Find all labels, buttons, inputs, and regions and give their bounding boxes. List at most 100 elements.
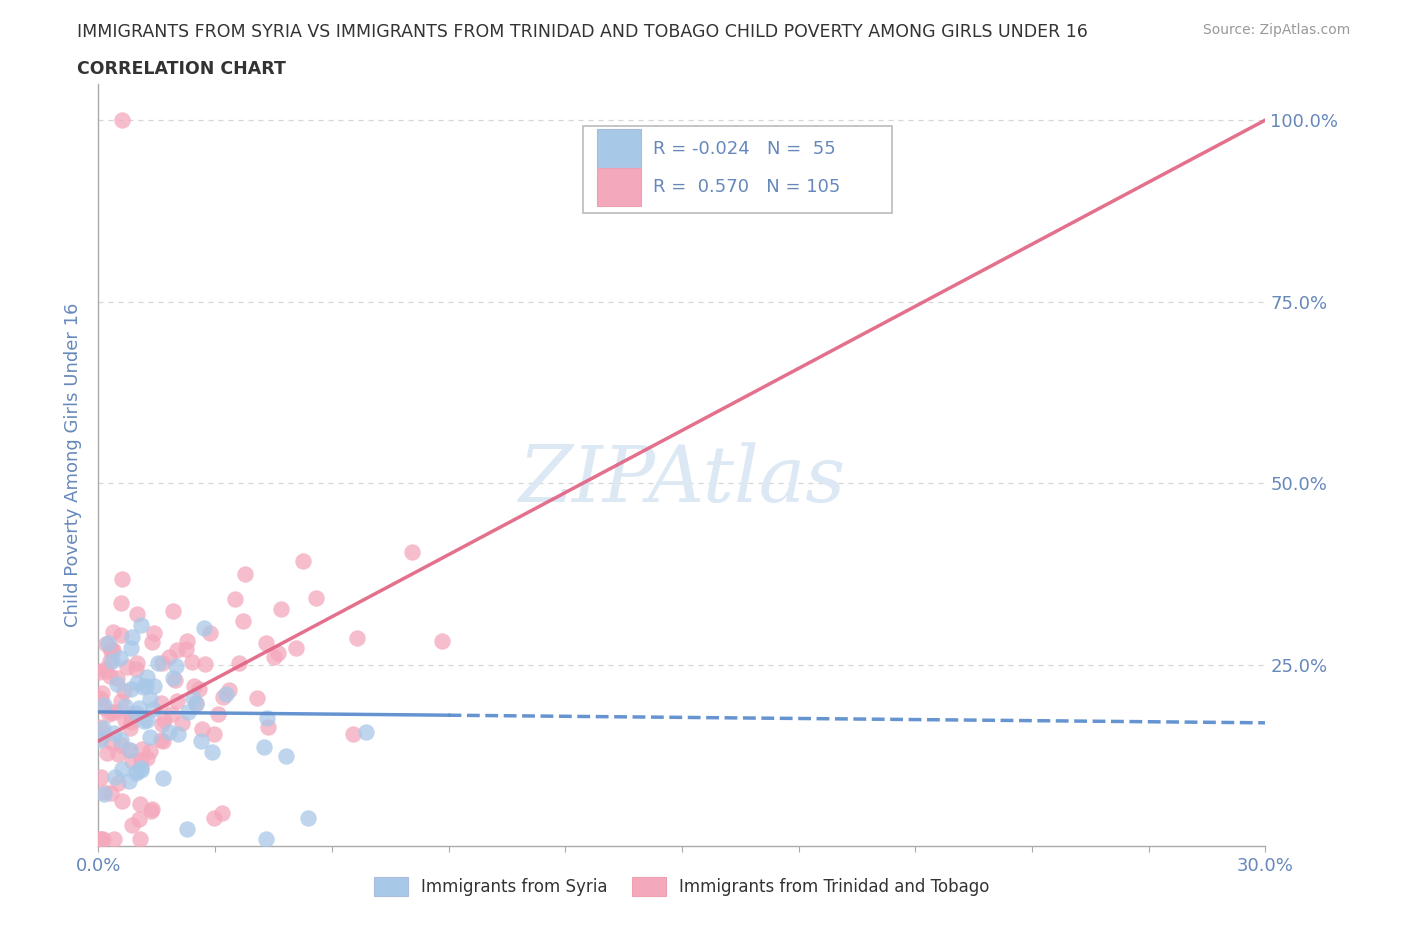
Point — [127, 764, 149, 778]
Point — [90, 831, 112, 846]
Point — [98, 654, 121, 669]
Point — [110, 595, 132, 610]
Point — [89, 732, 111, 747]
Point — [184, 697, 207, 711]
Point — [101, 736, 124, 751]
Point — [90, 731, 112, 746]
Point — [141, 802, 163, 817]
FancyBboxPatch shape — [596, 129, 641, 167]
Point — [131, 680, 153, 695]
Point — [136, 712, 159, 727]
Point — [430, 633, 453, 648]
Point — [118, 774, 141, 789]
Point — [139, 691, 162, 706]
Point — [132, 713, 155, 728]
Point — [114, 698, 136, 713]
Point — [96, 637, 118, 652]
Text: R =  0.570   N = 105: R = 0.570 N = 105 — [652, 178, 841, 195]
Point — [139, 744, 162, 759]
Point — [97, 707, 120, 722]
Point — [176, 821, 198, 836]
Point — [110, 694, 132, 709]
Point — [152, 771, 174, 786]
Point — [211, 689, 233, 704]
Point — [90, 692, 112, 707]
Point — [104, 769, 127, 784]
Point — [97, 636, 120, 651]
Point — [104, 704, 127, 719]
Point — [96, 664, 118, 679]
Point — [128, 811, 150, 826]
Point — [96, 745, 118, 760]
Point — [131, 741, 153, 756]
Point — [167, 727, 190, 742]
Point — [93, 787, 115, 802]
Point — [135, 678, 157, 693]
Point — [346, 631, 368, 645]
Point — [162, 604, 184, 618]
Point — [342, 726, 364, 741]
Point — [103, 831, 125, 846]
Point — [101, 654, 124, 669]
Point — [112, 684, 135, 698]
Point — [89, 720, 111, 735]
Point — [194, 657, 217, 671]
Text: Source: ZipAtlas.com: Source: ZipAtlas.com — [1202, 23, 1350, 37]
Point — [121, 630, 143, 644]
Point — [163, 673, 186, 688]
Point — [232, 614, 254, 629]
Point — [121, 817, 143, 832]
Point — [157, 649, 180, 664]
Point — [181, 655, 204, 670]
Point — [89, 690, 111, 705]
Point — [165, 659, 187, 674]
Point — [297, 811, 319, 826]
Point — [87, 665, 110, 680]
Point — [153, 712, 176, 727]
Point — [253, 739, 276, 754]
Point — [110, 650, 132, 665]
Point — [160, 707, 183, 722]
Point — [103, 643, 125, 658]
Point — [254, 636, 277, 651]
Text: CORRELATION CHART: CORRELATION CHART — [77, 60, 287, 78]
Point — [128, 831, 150, 846]
Point — [190, 734, 212, 749]
Text: R = -0.024   N =  55: R = -0.024 N = 55 — [652, 140, 835, 157]
FancyBboxPatch shape — [582, 126, 891, 213]
Point — [107, 746, 129, 761]
Point — [401, 544, 423, 559]
Point — [193, 621, 215, 636]
Point — [174, 642, 197, 657]
Point — [125, 661, 148, 676]
Point — [143, 625, 166, 640]
Point — [93, 698, 115, 713]
Point — [181, 690, 204, 705]
Point — [218, 683, 240, 698]
Legend: Immigrants from Syria, Immigrants from Trinidad and Tobago: Immigrants from Syria, Immigrants from T… — [367, 870, 997, 903]
Point — [100, 786, 122, 801]
Point — [110, 628, 132, 643]
Point — [129, 618, 152, 632]
Point — [100, 642, 122, 657]
Point — [263, 650, 285, 665]
Point — [115, 659, 138, 674]
Point — [139, 804, 162, 818]
Point — [91, 699, 114, 714]
Point — [215, 686, 238, 701]
Point — [127, 656, 149, 671]
Point — [157, 724, 180, 739]
Text: IMMIGRANTS FROM SYRIA VS IMMIGRANTS FROM TRINIDAD AND TOBAGO CHILD POVERTY AMONG: IMMIGRANTS FROM SYRIA VS IMMIGRANTS FROM… — [77, 23, 1088, 41]
Point — [101, 625, 124, 640]
Point — [198, 626, 221, 641]
Point — [120, 682, 142, 697]
Y-axis label: Child Poverty Among Girls Under 16: Child Poverty Among Girls Under 16 — [65, 303, 83, 627]
Point — [114, 712, 136, 727]
Point — [127, 607, 149, 622]
Point — [150, 656, 173, 671]
Point — [202, 726, 225, 741]
Point — [246, 691, 269, 706]
Point — [110, 737, 132, 752]
Point — [90, 769, 112, 784]
Point — [131, 761, 153, 776]
